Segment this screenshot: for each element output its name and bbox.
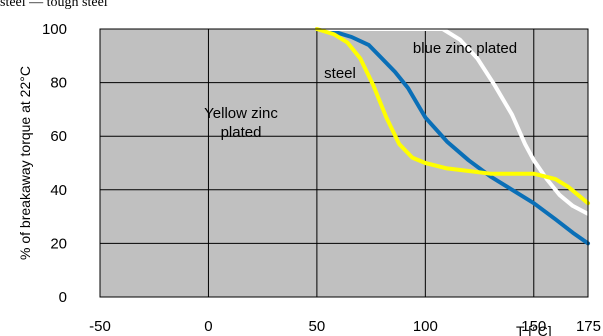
y-tick-label: 40: [50, 182, 67, 199]
header-fragment: steel — tough steel: [0, 0, 108, 10]
series-label-yellow-zinc-plated: Yellow zinc: [204, 105, 278, 122]
series-labels: steel blue zinc plated Yellow zinc plated: [204, 40, 517, 141]
x-tick-label: 50: [309, 318, 326, 335]
series-label-blue-zinc-plated: blue zinc plated: [413, 40, 517, 57]
series-label-steel: steel: [324, 65, 356, 82]
x-tick-label: 150: [521, 318, 546, 335]
plot-area: [100, 29, 588, 297]
x-tick-labels: -50 0 50 100 150 175: [89, 318, 601, 335]
x-tick-label: -50: [89, 318, 111, 335]
x-axis-label: T [°C]: [516, 323, 552, 336]
x-tick-label: 0: [204, 318, 212, 335]
y-tick-label: 0: [59, 289, 67, 306]
y-tick-label: 60: [50, 128, 67, 145]
y-axis-label: % of breakaway torque at 22°C: [17, 66, 33, 260]
x-tick-label: 175: [576, 318, 601, 335]
series-label-yellow-zinc-plated: plated: [221, 124, 262, 141]
series-line-yellow-zinc-plated: [314, 27, 590, 206]
x-tick-label: 100: [413, 318, 438, 335]
y-tick-label: 100: [42, 21, 67, 38]
y-tick-labels: 0 20 40 60 80 100: [42, 21, 67, 306]
y-tick-label: 80: [50, 75, 67, 92]
plot-frame: [99, 28, 589, 298]
y-tick-label: 20: [50, 235, 67, 252]
series-line-steel: [314, 27, 590, 246]
